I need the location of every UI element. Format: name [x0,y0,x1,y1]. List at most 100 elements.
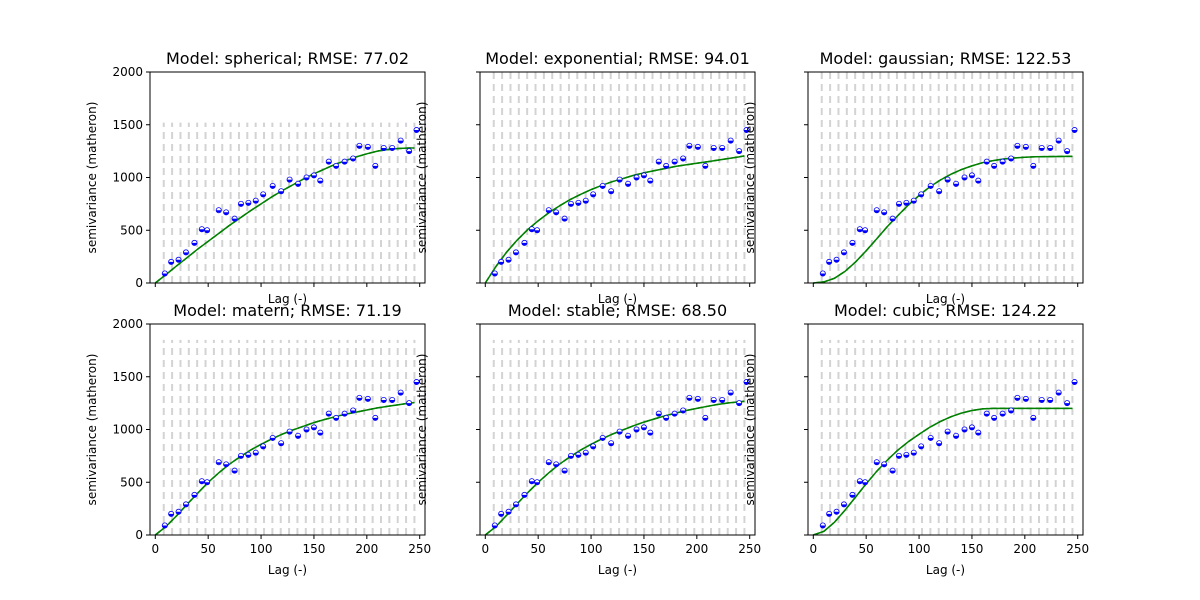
data-point-fill [406,403,412,406]
y-axis-label: semivariance (matheron) [415,102,429,254]
x-tick-label: 0 [809,542,817,556]
data-point-fill [389,148,395,151]
data-point-fill [680,158,686,162]
data-point-fill [506,259,512,263]
data-point-fill [1000,161,1006,165]
data-point-fill [936,191,942,194]
data-point-fill [389,400,395,403]
data-point-fill [406,151,412,154]
subplot-title: Model: gaussian; RMSE: 122.53 [820,49,1072,68]
data-point-fill [1056,140,1062,144]
data-point-fill [841,504,847,507]
data-point-fill [365,398,371,402]
x-tick-label: 50 [859,542,874,556]
data-point-fill [849,242,855,246]
data-point-fill [969,427,975,430]
data-point-fill [862,230,868,233]
data-point-fill [183,252,189,255]
data-point-fill [695,398,701,402]
data-point-fill [356,145,362,149]
data-point-fill [826,513,832,517]
subplot-3: Model: gaussian; RMSE: 122.53 Lag (-) semi… [743,49,1084,306]
data-point-fill [1000,413,1006,417]
data-point-fill [1047,400,1053,403]
data-point-fill [608,191,614,194]
data-point-fill [317,180,323,184]
data-point-fill [553,212,559,215]
data-point-fill [238,203,244,207]
x-tick-label: 100 [908,542,931,556]
data-point-fill [498,261,504,265]
data-point-fill [1030,417,1036,421]
data-point-fill [984,161,990,165]
data-point-fill [575,202,581,206]
data-point-fill [991,165,997,169]
data-point-fill [961,429,968,433]
x-tick-label: 200 [685,542,708,556]
data-point-fill [191,494,197,498]
data-point-fill [521,494,527,498]
data-point-fill [711,148,717,151]
data-point-fill [862,482,868,485]
data-point-fill [686,145,692,149]
data-point-fill [223,212,229,215]
data-point-fill [326,413,332,417]
data-point-fill [600,437,606,441]
data-point-fill [702,417,708,421]
data-point-fill [647,432,653,436]
subplot-title: Model: exponential; RMSE: 94.01 [485,49,750,68]
data-point-fill [617,431,623,435]
data-point-fill [534,482,540,485]
data-point-fill [350,410,356,414]
x-tick-label: 0 [481,542,489,556]
data-point-fill [656,413,662,417]
data-point-fill [590,194,596,197]
data-point-fill [513,504,519,507]
data-point-fill [260,446,266,449]
data-point-fill [728,140,734,144]
data-point-fill [911,452,917,456]
data-point-fill [365,146,371,150]
data-point-fill [199,481,205,484]
model-curve-dashed [154,147,415,284]
subplot-title: Model: cubic; RMSE: 124.22 [834,301,1057,320]
data-point-fill [820,525,826,529]
x-tick-label: 250 [408,542,431,556]
data-point-fill [608,443,614,446]
data-point-fill [398,392,404,396]
data-point-fill [498,513,504,517]
y-tick-label: 2000 [112,317,143,331]
data-point-fill [529,229,535,232]
data-point-fill [1014,397,1020,401]
data-point-fill [625,183,631,187]
x-axis-label: Lag (-) [598,292,637,306]
model-curve [484,400,745,536]
y-tick-label: 0 [135,528,143,542]
data-point-fill [874,210,880,213]
data-point-fill [820,273,826,277]
data-point-fill [686,397,692,401]
data-point-fill [834,259,840,263]
data-point-fill [663,417,669,421]
data-point-fill [736,403,742,406]
data-point-fill [736,151,742,154]
data-point-fill [918,446,924,449]
data-point-fill [625,435,631,439]
data-point-fill [529,481,535,484]
data-point-fill [826,261,832,265]
model-curve-dashed [154,401,415,536]
data-point-fill [381,400,387,403]
y-tick-label: 1500 [112,370,143,384]
data-point-fill [295,435,301,439]
x-tick-label: 0 [151,542,159,556]
x-tick-label: 100 [250,542,273,556]
data-point-fill [911,200,917,204]
data-point-fill [326,161,332,165]
data-point-fill [204,482,210,485]
data-point-fill [944,431,951,435]
data-point-fill [1014,145,1020,149]
y-tick-label: 500 [120,475,143,489]
data-point-fill [287,431,293,435]
subplot-6: 0 50 100 150 200 250 Model: cubic; RMSE: 124.2… [743,301,1089,577]
data-point-fill [918,194,924,197]
